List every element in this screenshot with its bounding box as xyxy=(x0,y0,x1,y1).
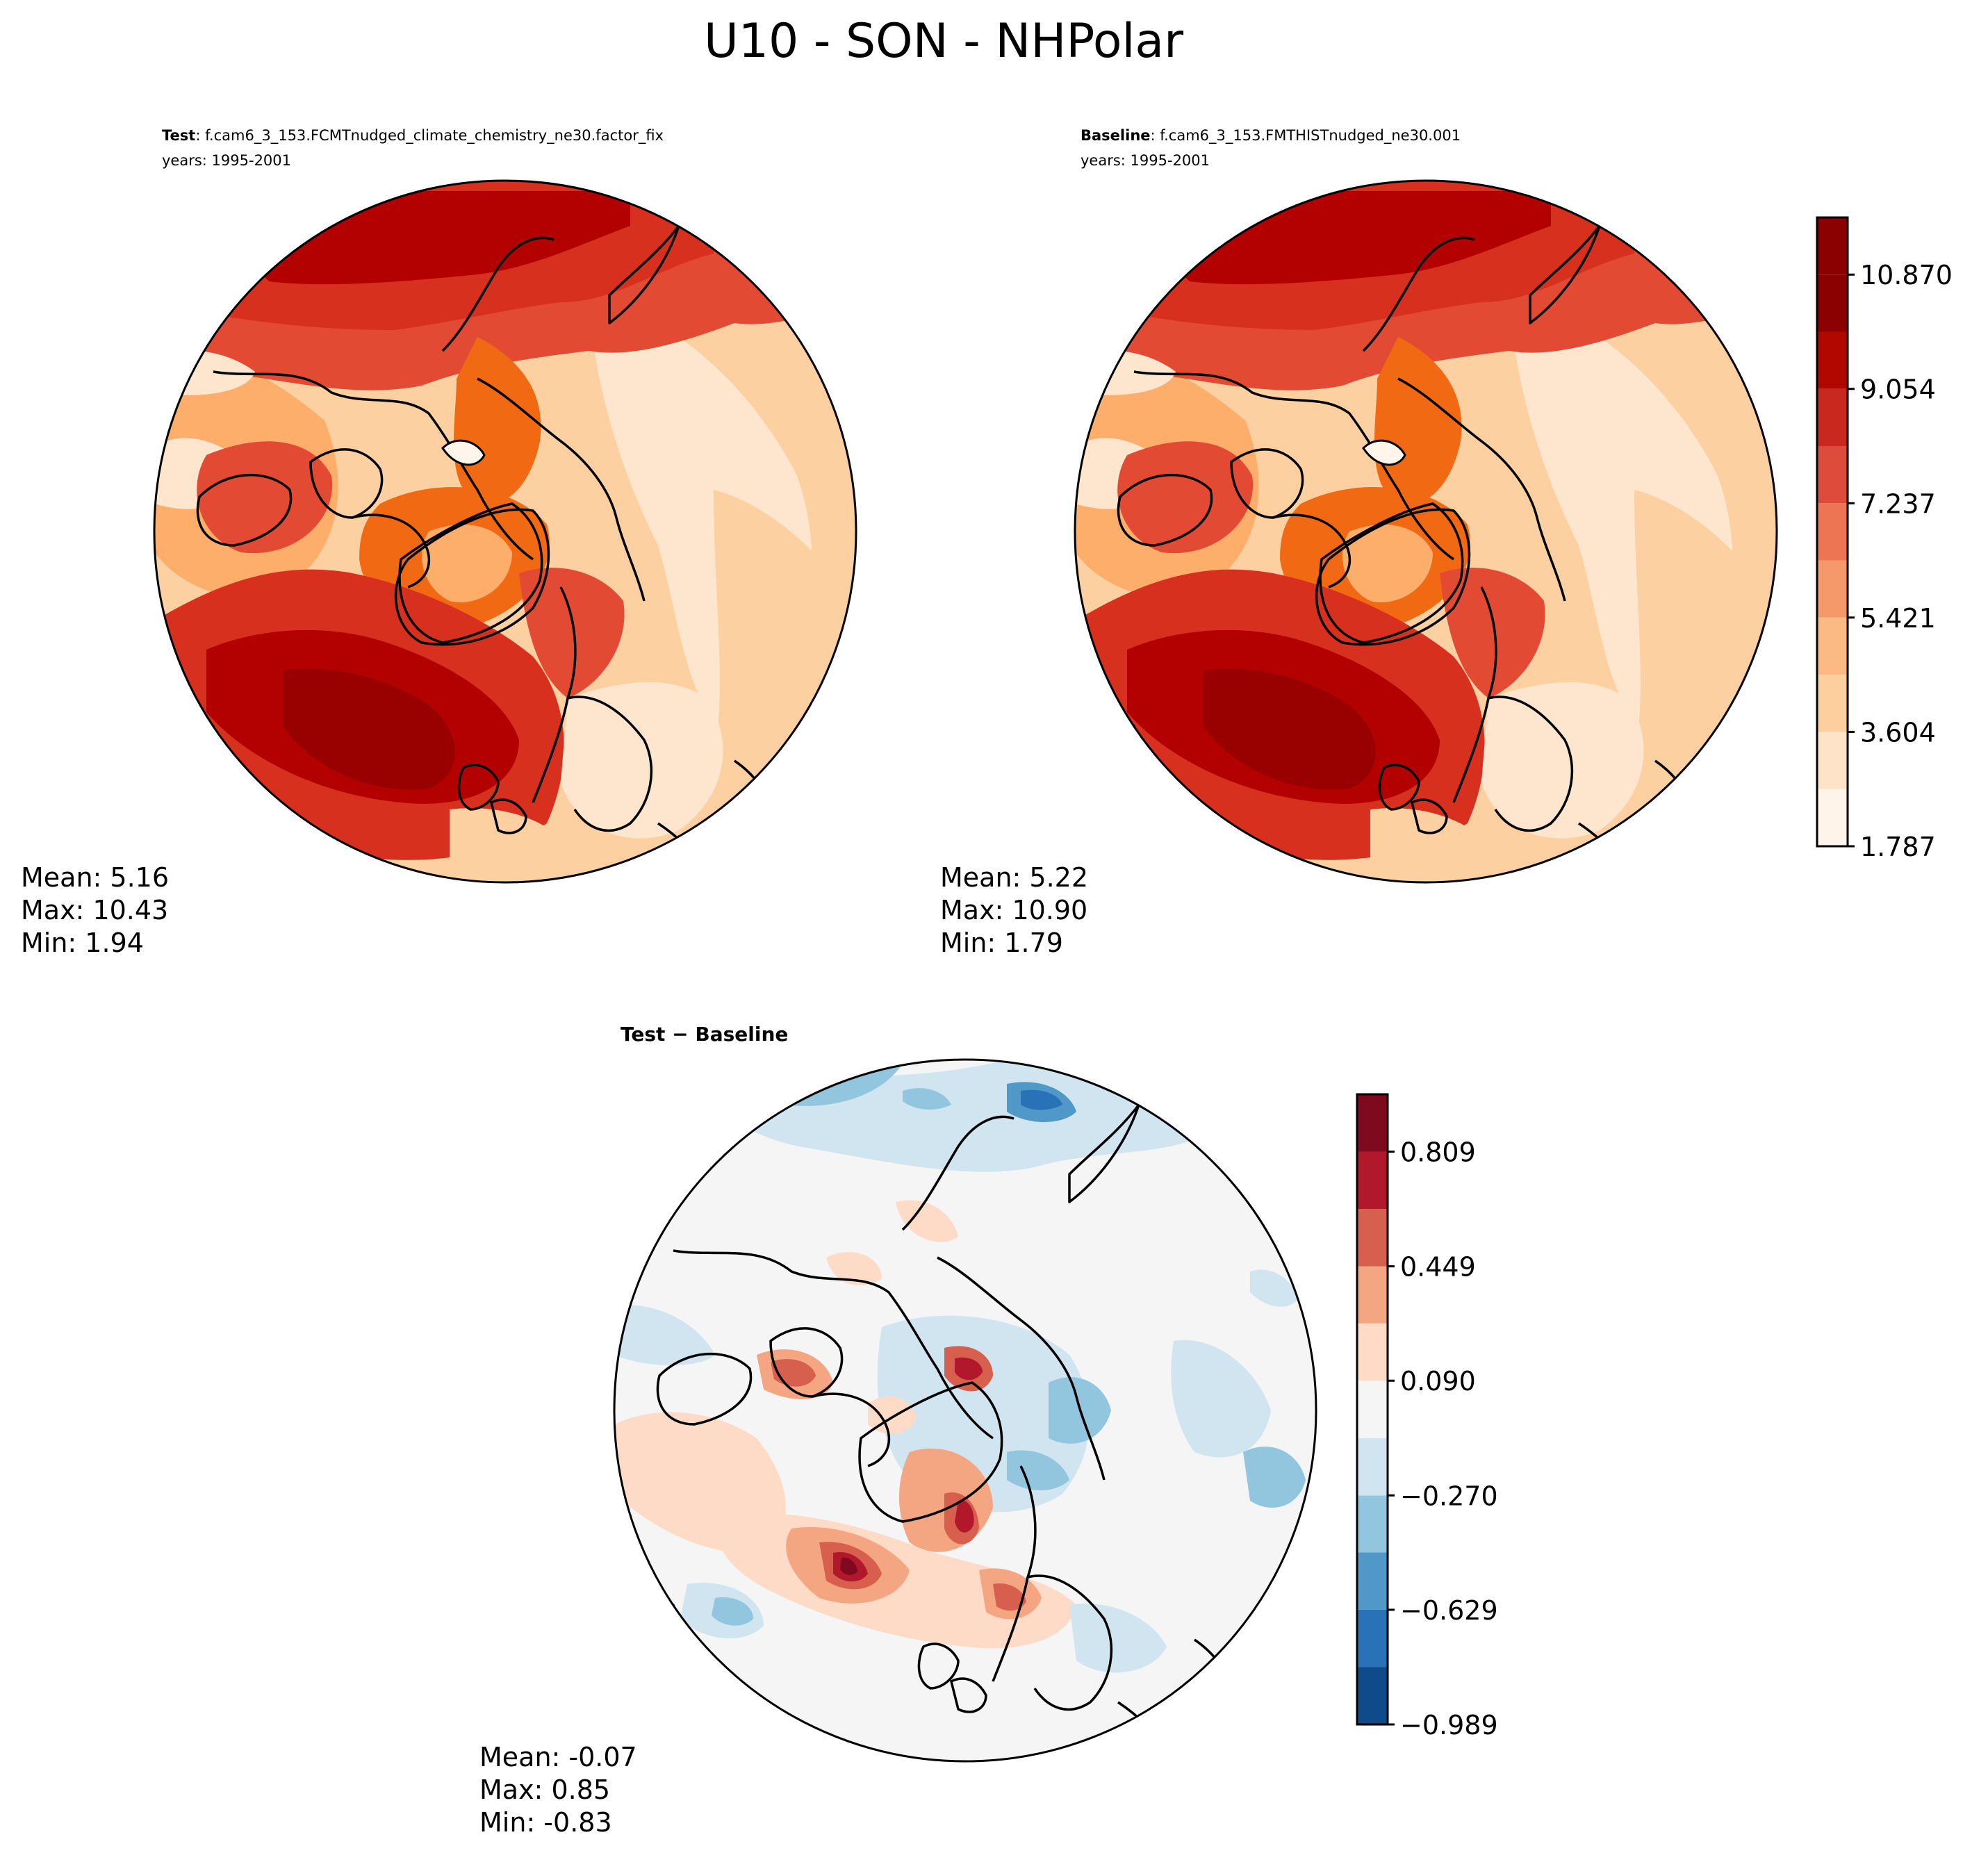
baseline-case-line: Baseline: f.cam6_3_153.FMTHISTnudged_ne3… xyxy=(1081,127,1461,145)
colorbar-absolute-bin xyxy=(1817,274,1848,332)
colorbar-difference-bin xyxy=(1357,1609,1388,1667)
diff-title: Test − Baseline xyxy=(621,1023,788,1046)
colorbar-difference-bin xyxy=(1357,1438,1388,1496)
colorbar-absolute-tick-label: 9.054 xyxy=(1860,374,1936,405)
colorbar-difference-tick-label: −0.989 xyxy=(1400,1710,1498,1740)
colorbar-difference-bin xyxy=(1357,1266,1388,1324)
colorbar-difference-bin xyxy=(1357,1381,1388,1438)
panel-difference: Test − Baseline Mean: -0.07 Max: 0.85 Mi… xyxy=(479,1023,1317,1838)
colorbar-absolute-bin xyxy=(1817,503,1848,561)
colorbar-absolute-bin xyxy=(1817,217,1848,275)
baseline-case-name: : f.cam6_3_153.FMTHISTnudged_ne30.001 xyxy=(1151,127,1461,145)
colorbar-absolute-bin xyxy=(1817,560,1848,618)
colorbar-absolute-bin xyxy=(1817,732,1848,789)
colorbar-difference: −0.989 −0.629 −0.270 0.090 0.449 0.809 xyxy=(1356,1093,1498,1740)
test-case-name: : f.cam6_3_153.FCMTnudged_climate_chemis… xyxy=(195,127,664,145)
colorbar-absolute-bin xyxy=(1817,789,1848,846)
figure-title: U10 - SON - NHPolar xyxy=(704,14,1183,69)
colorbar-absolute-bin xyxy=(1817,445,1848,504)
test-label: Test xyxy=(162,127,195,144)
colorbar-absolute-tick-label: 3.604 xyxy=(1860,717,1936,748)
test-mean: Mean: 5.16 xyxy=(21,862,169,893)
test-case-line: Test: f.cam6_3_153.FCMTnudged_climate_ch… xyxy=(162,127,664,145)
colorbar-difference-tick-label: 0.090 xyxy=(1400,1366,1476,1397)
baseline-years: years: 1995-2001 xyxy=(1081,152,1210,169)
diff-map-boundary xyxy=(613,1058,1317,1763)
colorbar-difference-bin xyxy=(1357,1209,1388,1267)
colorbar-difference-bin xyxy=(1357,1323,1388,1381)
colorbar-absolute: 1.787 3.604 5.421 7.237 9.054 10.870 xyxy=(1816,216,1953,862)
colorbar-difference-tick-label: 0.449 xyxy=(1400,1252,1476,1283)
colorbar-absolute-bin xyxy=(1817,617,1848,675)
colorbar-difference-bin xyxy=(1357,1552,1388,1610)
diff-max: Max: 0.85 xyxy=(479,1774,610,1805)
colorbar-absolute-tick-label: 7.237 xyxy=(1860,488,1936,519)
baseline-max: Max: 10.90 xyxy=(940,895,1087,925)
panel-test: Test: f.cam6_3_153.FCMTnudged_climate_ch… xyxy=(21,127,857,958)
colorbar-difference-frame xyxy=(1356,1093,1389,1726)
colorbar-difference-tick-label: −0.270 xyxy=(1400,1481,1498,1511)
baseline-mean: Mean: 5.22 xyxy=(940,862,1088,893)
diff-mean: Mean: -0.07 xyxy=(479,1742,637,1772)
colorbar-absolute-tick-label: 1.787 xyxy=(1860,832,1936,862)
baseline-label: Baseline xyxy=(1081,127,1151,144)
diff-min: Min: -0.83 xyxy=(479,1807,612,1838)
colorbar-absolute-bin xyxy=(1817,388,1848,446)
colorbar-difference-tick-label: −0.629 xyxy=(1400,1595,1498,1626)
colorbar-absolute-bin xyxy=(1817,675,1848,732)
baseline-min: Min: 1.79 xyxy=(940,928,1063,958)
baseline-map-boundary xyxy=(1074,179,1778,884)
test-map-field xyxy=(154,181,856,882)
diff-map-field xyxy=(614,1060,1316,1761)
panel-baseline: Baseline: f.cam6_3_153.FMTHISTnudged_ne3… xyxy=(940,127,1778,958)
colorbar-difference-bin xyxy=(1357,1151,1388,1210)
colorbar-absolute-tick-label: 10.870 xyxy=(1860,260,1953,290)
colorbar-difference-tick-label: 0.809 xyxy=(1400,1137,1476,1168)
test-map-boundary xyxy=(153,179,857,884)
colorbar-absolute-bin xyxy=(1817,331,1848,389)
test-min: Min: 1.94 xyxy=(21,928,144,958)
colorbar-difference-bin xyxy=(1357,1495,1388,1553)
colorbar-difference-bin xyxy=(1357,1094,1388,1152)
colorbar-difference-bin xyxy=(1357,1667,1388,1724)
colorbar-absolute-frame xyxy=(1816,216,1849,848)
test-years: years: 1995-2001 xyxy=(162,152,291,169)
baseline-map-field xyxy=(1075,181,1777,882)
colorbar-absolute-tick-label: 5.421 xyxy=(1860,603,1936,634)
test-max: Max: 10.43 xyxy=(21,895,168,925)
